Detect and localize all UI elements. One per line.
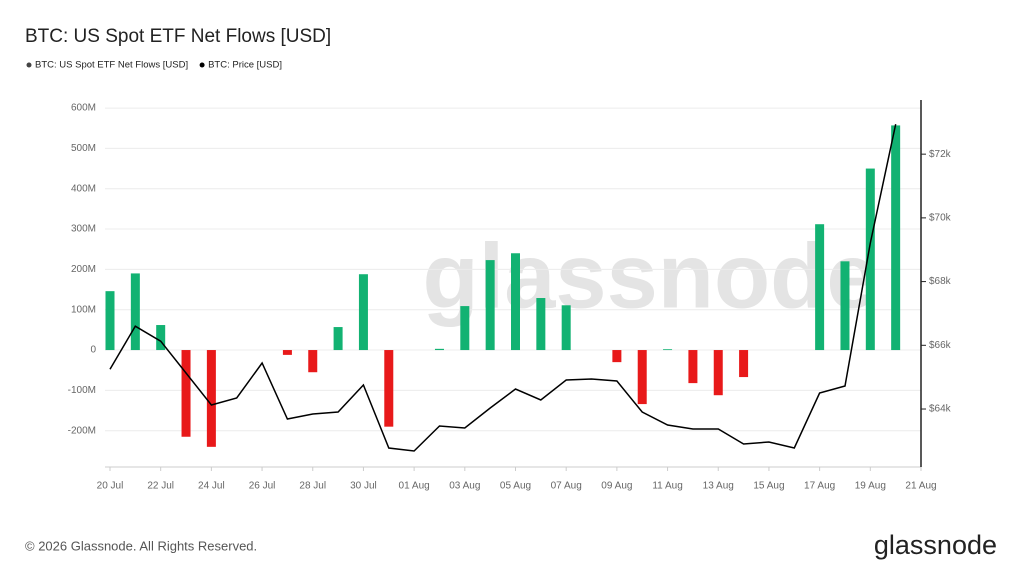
bar (308, 350, 318, 373)
bar (130, 273, 140, 351)
bar (358, 274, 368, 351)
x-tick-label: 09 Aug (601, 481, 632, 492)
bar (865, 168, 875, 351)
legend-label: BTC: US Spot ETF Net Flows [USD] (35, 60, 188, 71)
bar (282, 350, 292, 355)
bar (891, 125, 901, 351)
y-tick-label: 100M (71, 304, 96, 315)
logo: glassnode (874, 530, 997, 560)
y2-tick-label: $64k (929, 404, 952, 415)
legend-marker (199, 62, 205, 68)
x-tick-label: 03 Aug (449, 481, 480, 492)
y-tick-label: -200M (68, 425, 96, 436)
y-tick-label: 200M (71, 264, 96, 275)
chart-title: BTC: US Spot ETF Net Flows [USD] (25, 26, 331, 47)
x-tick-label: 11 Aug (652, 481, 682, 492)
x-tick-label: 24 Jul (198, 481, 225, 492)
bar (181, 350, 191, 437)
bar (739, 350, 749, 378)
y-tick-label: 600M (71, 103, 96, 114)
x-tick-label: 13 Aug (703, 481, 734, 492)
x-tick-label: 26 Jul (249, 481, 276, 492)
bar (105, 291, 115, 351)
bar (156, 325, 166, 351)
bar (688, 350, 698, 384)
bar (511, 253, 520, 351)
x-tick-label: 17 Aug (804, 481, 835, 492)
bar (384, 350, 394, 427)
bar (840, 261, 850, 351)
y2-tick-label: $66k (929, 340, 952, 351)
x-tick-label: 28 Jul (299, 481, 326, 492)
y2-tick-label: $70k (929, 213, 952, 224)
y-tick-label: 400M (71, 183, 96, 194)
bar (485, 260, 495, 351)
bar (713, 350, 723, 396)
x-tick-label: 19 Aug (855, 481, 886, 492)
x-tick-label: 05 Aug (500, 481, 531, 492)
bar (460, 306, 470, 351)
bar (561, 305, 571, 351)
price-line (109, 124, 897, 452)
bar (815, 224, 825, 351)
bar (333, 327, 343, 351)
bar (663, 349, 673, 351)
copyright: © 2026 Glassnode. All Rights Reserved. (25, 538, 257, 553)
bar (206, 350, 216, 447)
watermark: glassnode (422, 225, 877, 327)
x-tick-label: 15 Aug (753, 481, 784, 492)
x-tick-label: 22 Jul (147, 481, 174, 492)
y2-tick-label: $72k (929, 149, 952, 160)
bar (612, 350, 622, 363)
bar (637, 350, 647, 405)
y-tick-label: 500M (71, 143, 96, 154)
x-tick-label: 01 Aug (399, 481, 430, 492)
x-tick-label: 21 Aug (905, 481, 936, 492)
x-tick-label: 30 Jul (350, 481, 377, 492)
x-tick-label: 07 Aug (551, 481, 582, 492)
y2-tick-label: $68k (929, 276, 952, 287)
y-tick-label: 300M (71, 224, 96, 235)
y-tick-label: -100M (68, 385, 96, 396)
legend-label: BTC: Price [USD] (208, 60, 282, 71)
y-tick-label: 0 (90, 345, 96, 356)
bar (536, 298, 546, 351)
bar (434, 348, 444, 351)
legend-marker (26, 62, 32, 68)
x-tick-label: 20 Jul (97, 481, 124, 492)
